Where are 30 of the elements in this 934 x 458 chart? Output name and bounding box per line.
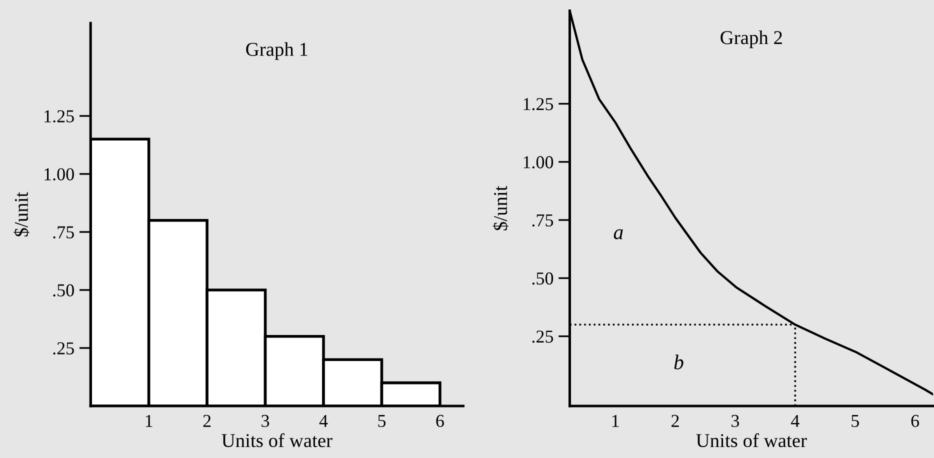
- y-tick-label: 1.00: [44, 168, 74, 180]
- y-tick-label: 1.00: [524, 156, 554, 168]
- x-tick-label: 2: [672, 414, 679, 427]
- y-axis-title: $/unit: [492, 186, 508, 230]
- y-axis-title: $/unit: [14, 192, 30, 236]
- x-tick-label: 5: [378, 415, 386, 428]
- y-tick-label: .25: [53, 342, 74, 355]
- y-tick-label: 1.25: [524, 98, 554, 110]
- y-tick-label: .25: [532, 330, 554, 343]
- x-tick-label: 3: [732, 414, 740, 428]
- x-tick-label: 6: [911, 414, 920, 428]
- x-tick-label: 4: [319, 414, 328, 427]
- x-tick-label: 1: [612, 414, 619, 427]
- annotation: a: [614, 229, 623, 240]
- text: Graph 1: [246, 42, 308, 60]
- annotation: b: [674, 354, 684, 370]
- y-tick-label: .50: [532, 272, 554, 285]
- text: Graph 2: [720, 30, 782, 48]
- x-tick-label: 5: [852, 415, 859, 428]
- x-tick-label: 6: [436, 414, 444, 428]
- y-tick-label: .75: [532, 214, 554, 227]
- x-tick-label: 3: [262, 414, 270, 428]
- x-axis-title: Units of water: [222, 433, 332, 448]
- x-axis-title: Units of water: [696, 433, 807, 448]
- x-tick-label: 1: [146, 414, 152, 427]
- x-tick-label: 2: [203, 414, 211, 427]
- y-tick-label: 1.25: [44, 110, 74, 122]
- y-tick-label: .50: [53, 284, 74, 297]
- x-tick-label: 4: [791, 414, 800, 427]
- y-tick-label: .75: [53, 226, 74, 238]
